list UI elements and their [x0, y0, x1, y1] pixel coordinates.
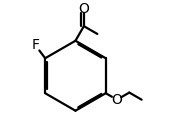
Text: O: O	[78, 2, 89, 16]
Text: F: F	[31, 38, 39, 52]
Text: O: O	[112, 93, 122, 107]
